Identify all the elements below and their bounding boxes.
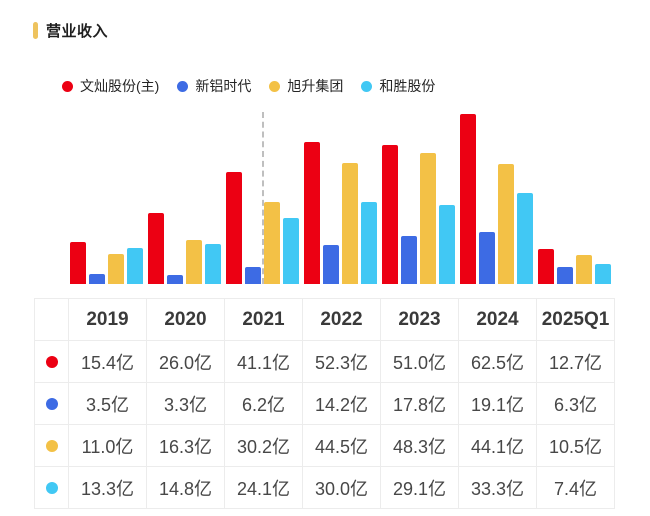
bar-旭升集团-2020[interactable] <box>186 240 202 284</box>
year-header-2025Q1: 2025Q1 <box>537 299 615 341</box>
table-corner-cell <box>35 299 69 341</box>
bar-group-2020 <box>148 112 221 284</box>
value-cell: 33.3亿 <box>459 467 537 509</box>
value-cell: 16.3亿 <box>147 425 225 467</box>
bar-group-2025Q1 <box>538 112 611 284</box>
bar-和胜股份-2020[interactable] <box>205 244 221 284</box>
year-header-2024: 2024 <box>459 299 537 341</box>
event-dashed-line <box>262 112 264 284</box>
legend-item-3[interactable]: 旭升集团 <box>269 76 343 96</box>
bar-和胜股份-2024[interactable] <box>517 193 533 284</box>
bar-新铝时代-2024[interactable] <box>479 232 495 284</box>
legend-dot-icon <box>269 80 281 92</box>
legend-item-1[interactable]: 文灿股份(主) <box>62 76 159 96</box>
series-dot-cell-3 <box>35 425 69 467</box>
legend: 文灿股份(主) 新铝时代 旭升集团 和胜股份 <box>62 76 435 96</box>
series-dot-cell-4 <box>35 467 69 509</box>
bar-和胜股份-2021[interactable] <box>283 218 299 284</box>
value-cell: 11.0亿 <box>69 425 147 467</box>
series-dot-icon <box>45 397 58 410</box>
value-cell: 62.5亿 <box>459 341 537 383</box>
value-cell: 26.0亿 <box>147 341 225 383</box>
bar-新铝时代-2021[interactable] <box>245 267 261 284</box>
value-cell: 19.1亿 <box>459 383 537 425</box>
bar-group-2019 <box>70 112 143 284</box>
value-cell: 14.2亿 <box>303 383 381 425</box>
legend-dot-icon <box>62 80 73 92</box>
value-cell: 51.0亿 <box>381 341 459 383</box>
legend-label: 新铝时代 <box>195 78 252 94</box>
legend-dot-icon <box>361 80 373 92</box>
legend-dot-icon <box>177 80 189 92</box>
legend-label: 和胜股份 <box>379 78 436 94</box>
value-cell: 30.0亿 <box>303 467 381 509</box>
legend-label: 旭升集团 <box>287 78 344 94</box>
value-cell: 3.5亿 <box>69 383 147 425</box>
legend-item-2[interactable]: 新铝时代 <box>177 76 251 96</box>
bar-文灿股份(主)-2022[interactable] <box>304 142 320 284</box>
value-cell: 7.4亿 <box>537 467 615 509</box>
value-cell: 13.3亿 <box>69 467 147 509</box>
value-cell: 6.2亿 <box>225 383 303 425</box>
value-cell: 29.1亿 <box>381 467 459 509</box>
bar-旭升集团-2019[interactable] <box>108 254 124 284</box>
bar-旭升集团-2023[interactable] <box>420 153 436 284</box>
series-dot-icon <box>45 355 58 368</box>
bar-旭升集团-2021[interactable] <box>264 202 280 284</box>
year-header-2022: 2022 <box>303 299 381 341</box>
value-cell: 12.7亿 <box>537 341 615 383</box>
bar-文灿股份(主)-2023[interactable] <box>382 145 398 284</box>
bar-新铝时代-2020[interactable] <box>167 275 183 284</box>
bar-文灿股份(主)-2021[interactable] <box>226 172 242 284</box>
bar-新铝时代-2022[interactable] <box>323 245 339 284</box>
bar-和胜股份-2019[interactable] <box>127 248 143 284</box>
value-cell: 10.5亿 <box>537 425 615 467</box>
value-cell: 3.3亿 <box>147 383 225 425</box>
bar-group-2022 <box>304 112 377 284</box>
bar-和胜股份-2025Q1[interactable] <box>595 264 611 284</box>
value-cell: 30.2亿 <box>225 425 303 467</box>
series-dot-icon <box>45 439 58 452</box>
value-cell: 24.1亿 <box>225 467 303 509</box>
year-header-2023: 2023 <box>381 299 459 341</box>
value-cell: 48.3亿 <box>381 425 459 467</box>
year-header-2021: 2021 <box>225 299 303 341</box>
bar-group-2024 <box>460 112 533 284</box>
legend-label: 文灿股份(主) <box>80 78 160 94</box>
bar-chart <box>70 112 612 284</box>
series-dot-cell-1 <box>35 341 69 383</box>
series-dot-cell-2 <box>35 383 69 425</box>
value-cell: 44.5亿 <box>303 425 381 467</box>
bar-新铝时代-2025Q1[interactable] <box>557 267 573 284</box>
legend-item-4[interactable]: 和胜股份 <box>361 76 435 96</box>
value-cell: 14.8亿 <box>147 467 225 509</box>
value-cell: 15.4亿 <box>69 341 147 383</box>
series-dot-icon <box>45 481 58 494</box>
bar-旭升集团-2022[interactable] <box>342 163 358 284</box>
bar-文灿股份(主)-2025Q1[interactable] <box>538 249 554 284</box>
value-cell: 44.1亿 <box>459 425 537 467</box>
bar-和胜股份-2023[interactable] <box>439 205 455 284</box>
title-marker-bar <box>33 22 38 39</box>
bar-旭升集团-2024[interactable] <box>498 164 514 284</box>
value-cell: 41.1亿 <box>225 341 303 383</box>
section-title-label: 营业收入 <box>46 23 109 40</box>
bar-新铝时代-2019[interactable] <box>89 274 105 284</box>
bar-文灿股份(主)-2020[interactable] <box>148 213 164 284</box>
year-header-2020: 2020 <box>147 299 225 341</box>
section-title: 营业收入 <box>33 20 108 41</box>
bar-group-2021 <box>226 112 299 284</box>
data-table: 2019 2020 2021 2022 2023 2024 2025Q1 15.4亿 26.0亿… <box>34 298 615 509</box>
value-cell: 52.3亿 <box>303 341 381 383</box>
bar-group-2023 <box>382 112 455 284</box>
bar-和胜股份-2022[interactable] <box>361 202 377 284</box>
bar-新铝时代-2023[interactable] <box>401 236 417 284</box>
year-header-2019: 2019 <box>69 299 147 341</box>
bar-旭升集团-2025Q1[interactable] <box>576 255 592 284</box>
value-cell: 17.8亿 <box>381 383 459 425</box>
bar-文灿股份(主)-2019[interactable] <box>70 242 86 284</box>
bar-文灿股份(主)-2024[interactable] <box>460 114 476 284</box>
value-cell: 6.3亿 <box>537 383 615 425</box>
